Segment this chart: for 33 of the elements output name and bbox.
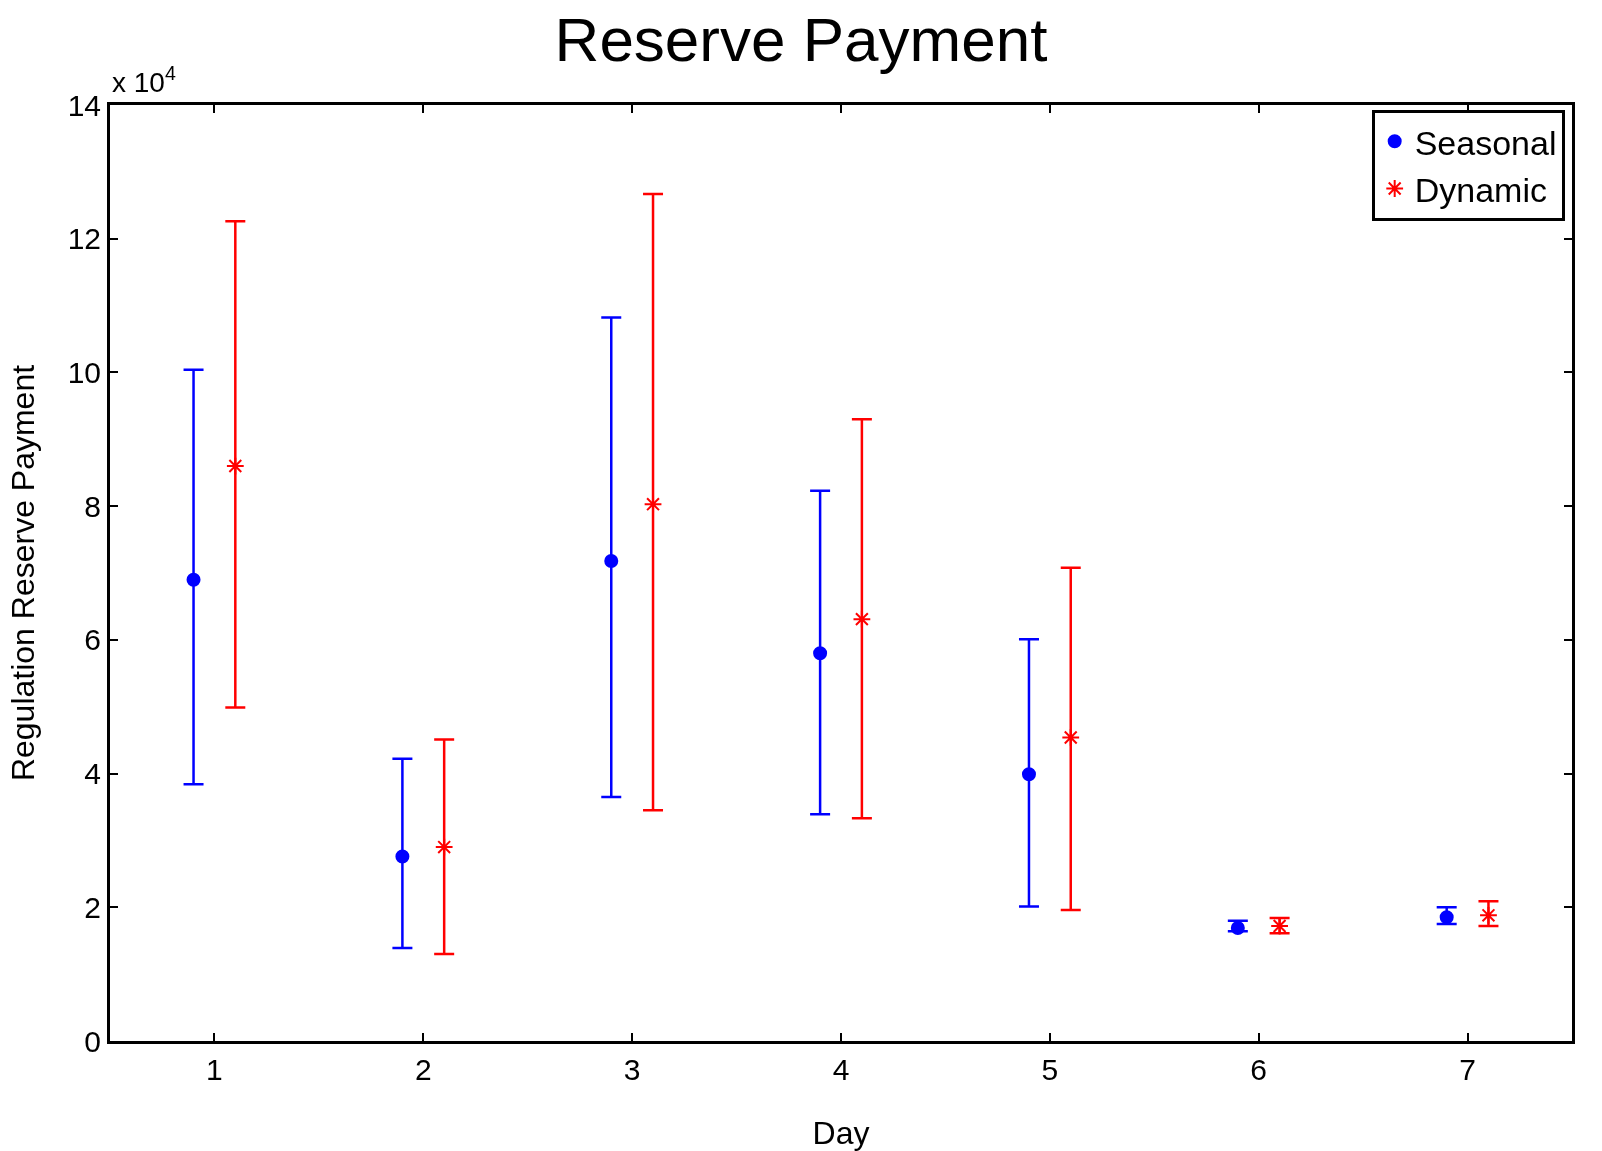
- y-tick-label: 2: [84, 890, 101, 924]
- point: [1061, 728, 1081, 747]
- x-tick-label: 2: [414, 1053, 432, 1086]
- point: [1021, 767, 1036, 782]
- y-tick-label: 12: [67, 222, 101, 256]
- point: [852, 609, 872, 629]
- point: [1479, 905, 1498, 925]
- point: [395, 849, 410, 864]
- x-axis-title: Day: [812, 1115, 870, 1151]
- x-tick-label: 5: [1041, 1053, 1059, 1086]
- point: [1230, 921, 1245, 935]
- text: x 10$^{4}$: [112, 62, 176, 98]
- point: [225, 456, 245, 476]
- x-tick-label: 1: [206, 1053, 223, 1086]
- legend-label: Dynamic: [1414, 170, 1547, 209]
- y-axis-title: Regulation Reserve Payment: [5, 364, 41, 782]
- y-tick-label: 14: [67, 88, 101, 122]
- point: [643, 494, 663, 514]
- y-tick-label: 10: [67, 355, 101, 389]
- y-tick-label: 0: [84, 1024, 101, 1058]
- chart-title: Reserve Payment: [554, 4, 1048, 74]
- x-tick-label: 3: [623, 1053, 641, 1086]
- point: [186, 572, 201, 587]
- y-tick-label: 4: [84, 757, 101, 791]
- point: [434, 837, 454, 857]
- x-tick-label: 6: [1250, 1053, 1268, 1086]
- x-tick-label: 4: [832, 1053, 850, 1086]
- y-tick-label: 8: [84, 489, 101, 523]
- point: [604, 553, 619, 568]
- y-tick-label: 6: [84, 623, 101, 657]
- x-tick-label: 7: [1459, 1053, 1476, 1086]
- point: [813, 646, 828, 661]
- legend-label: Seasonal: [1414, 123, 1557, 162]
